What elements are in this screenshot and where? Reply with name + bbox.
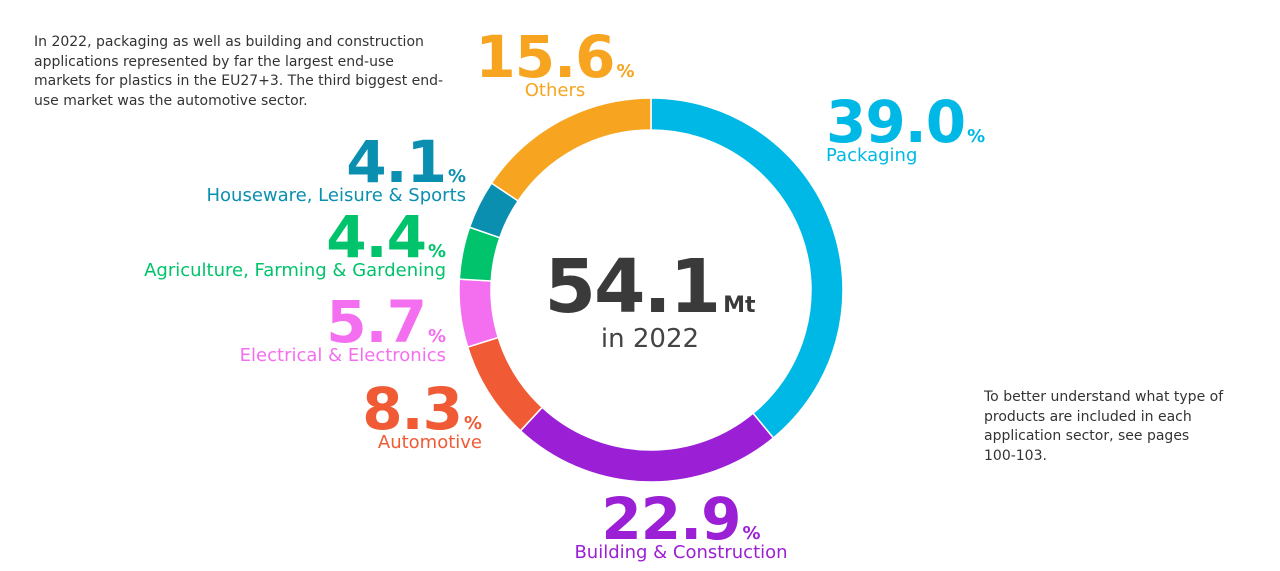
- label-packaging-name: Packaging: [826, 145, 918, 166]
- label-agriculture-value: 4.4: [326, 203, 427, 271]
- label-others-name: Others: [524, 80, 586, 101]
- label-houseware-value: 4.1: [346, 128, 447, 196]
- label-electrical-value: 5.7: [326, 288, 427, 356]
- label-automotive-unit: %: [463, 413, 482, 434]
- label-others-unit: %: [616, 61, 635, 82]
- label-others-value: 15.6: [475, 23, 615, 91]
- donut-slice-others: [490, 97, 652, 202]
- label-electrical-unit: %: [427, 326, 446, 347]
- label-automotive-value: 8.3: [362, 375, 463, 443]
- label-agriculture: 4.4% Agriculture, Farming & Gardening: [96, 208, 446, 280]
- label-packaging: 39.0% Packaging: [826, 93, 985, 165]
- note-text: To better understand what type of produc…: [984, 389, 1224, 464]
- total-year: in 2022: [600, 324, 700, 354]
- donut-slice-electrical-and-electronics: [458, 278, 500, 348]
- label-automotive-name: Automotive: [377, 432, 482, 453]
- label-agriculture-name: Agriculture, Farming & Gardening: [144, 260, 446, 281]
- label-agriculture-unit: %: [427, 241, 446, 262]
- donut-slice-building-and-construction: [519, 406, 775, 483]
- label-others: 15.6% Others: [440, 28, 670, 100]
- label-houseware-unit: %: [447, 166, 466, 187]
- label-electrical: 5.7% Electrical & Electronics: [130, 293, 446, 365]
- label-building: 22.9% Building & Construction: [526, 490, 836, 562]
- label-packaging-value: 39.0: [826, 88, 966, 156]
- total-value: 54.1: [544, 244, 721, 330]
- label-automotive: 8.3% Automotive: [230, 380, 482, 452]
- intro-text: In 2022, packaging as well as building a…: [34, 34, 444, 109]
- center-total: 54.1 Mt in 2022: [500, 250, 800, 352]
- label-electrical-name: Electrical & Electronics: [239, 345, 446, 366]
- label-houseware-name: Houseware, Leisure & Sports: [206, 185, 466, 206]
- label-building-value: 22.9: [601, 485, 741, 553]
- label-building-name: Building & Construction: [574, 542, 788, 563]
- label-building-unit: %: [742, 523, 761, 544]
- label-packaging-unit: %: [967, 126, 986, 147]
- label-houseware: 4.1% Houseware, Leisure & Sports: [150, 133, 466, 205]
- total-unit: Mt: [723, 293, 756, 318]
